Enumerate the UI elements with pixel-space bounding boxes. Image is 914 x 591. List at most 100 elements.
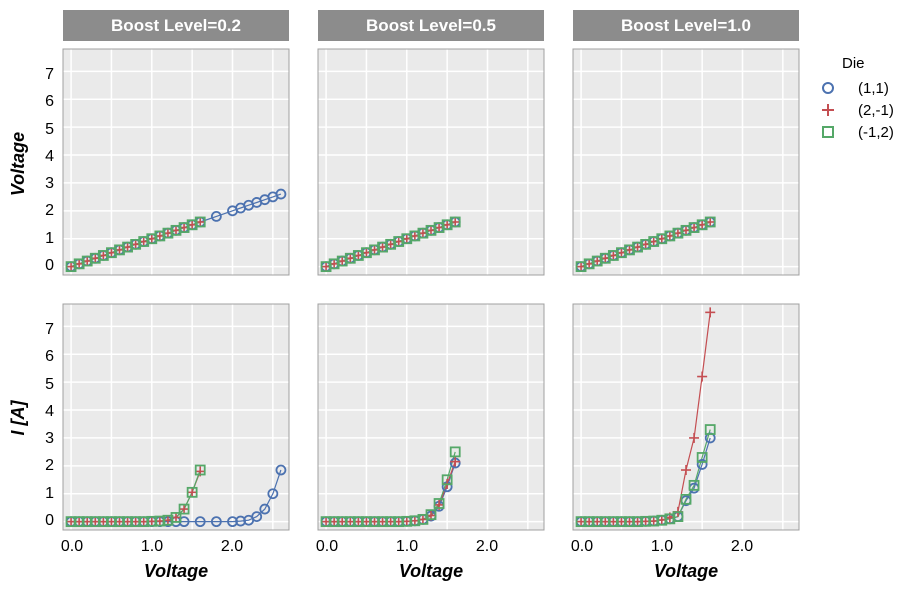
data-point-square	[401, 515, 413, 527]
x-axis-label-3: Voltage	[654, 561, 718, 581]
data-point-square	[704, 216, 716, 228]
legend-label-1: (1,1)	[858, 80, 889, 97]
data-point-square	[97, 250, 109, 261]
data-point-square	[328, 516, 340, 528]
x-tick-c1-2: 2.0	[221, 538, 243, 555]
data-point-square	[361, 247, 372, 259]
data-point-square	[336, 255, 348, 267]
panel-frame	[572, 303, 800, 531]
data-point-circle	[210, 516, 222, 528]
y-tick-bottom-1: 1	[45, 485, 54, 502]
data-point-square	[328, 258, 340, 270]
data-point-square	[656, 514, 668, 526]
panel-frame	[62, 48, 290, 276]
y-tick-bottom-4: 4	[45, 403, 54, 420]
data-point-square	[441, 219, 453, 231]
data-point-square	[441, 474, 453, 486]
data-point-circle	[210, 211, 222, 222]
data-point-square	[449, 216, 461, 228]
y-tick-bottom-5: 5	[45, 376, 54, 393]
panel-frame	[572, 48, 800, 276]
data-point-square	[664, 513, 676, 525]
x-tick-c2-0: 0.0	[316, 538, 338, 555]
data-point-square	[194, 216, 206, 228]
data-point-square	[607, 250, 619, 261]
strip-bg-1	[63, 10, 289, 41]
y-axis-label-bottom: I [A]	[8, 400, 28, 436]
data-point-circle	[696, 459, 708, 470]
data-point-square	[425, 509, 437, 521]
data-point-plus	[179, 504, 190, 515]
y-axis-label-top: Voltage	[8, 132, 28, 196]
data-point-plus	[450, 456, 461, 467]
data-point-square	[632, 241, 643, 253]
data-point-square	[425, 224, 437, 236]
data-point-square	[591, 516, 603, 528]
panel-r0-c2	[572, 48, 800, 276]
data-point-square	[648, 515, 660, 527]
data-point-square	[656, 233, 668, 245]
data-point-square	[672, 227, 684, 239]
data-point-square	[672, 511, 684, 523]
data-point-square	[162, 514, 174, 526]
data-point-square	[401, 233, 413, 245]
data-point-square	[361, 516, 372, 528]
y-ticks-top: 0 1 2 3 4 5 6 7	[45, 66, 54, 274]
data-point-square	[89, 516, 101, 528]
legend-plus-marker	[822, 104, 834, 116]
strip-bg-2	[318, 10, 544, 41]
data-point-square	[73, 258, 85, 270]
data-point-square	[170, 224, 182, 236]
data-point-square	[130, 516, 142, 528]
data-point-plus	[705, 307, 716, 318]
strip-bg-3	[573, 10, 799, 41]
x-ticks: 0.0 1.0 2.0 0.0 1.0 2.0 0.0 1.0 2.0	[61, 538, 753, 555]
data-point-square	[640, 515, 652, 527]
data-point-square	[632, 516, 643, 528]
data-point-square	[583, 516, 595, 528]
data-point-square	[449, 446, 461, 458]
data-point-square	[648, 236, 660, 247]
data-point-square	[680, 493, 692, 505]
data-point-square	[81, 516, 93, 528]
x-tick-c3-1: 1.0	[651, 538, 673, 555]
data-point-square	[599, 516, 611, 528]
data-point-square	[607, 516, 619, 528]
panel-r0-c0	[62, 48, 290, 276]
panel-frame	[62, 303, 290, 531]
data-point-square	[352, 250, 364, 261]
y-tick-top-3: 3	[45, 175, 54, 192]
panel-frame	[317, 48, 545, 276]
y-tick-bottom-3: 3	[45, 430, 54, 447]
data-point-square	[138, 516, 150, 528]
data-point-square	[186, 219, 198, 231]
data-point-circle	[275, 464, 287, 476]
panel-r0-c1	[317, 48, 545, 276]
data-point-plus	[689, 432, 700, 443]
facet-title-1: Boost Level=0.2	[111, 16, 241, 35]
data-point-square	[154, 515, 166, 527]
data-point-square	[130, 238, 142, 250]
panel-background	[318, 304, 544, 530]
panels	[62, 48, 800, 531]
x-tick-c1-1: 1.0	[141, 538, 163, 555]
data-point-square	[320, 516, 332, 528]
y-tick-top-2: 2	[45, 202, 54, 219]
y-tick-top-6: 6	[45, 93, 54, 110]
y-ticks-bottom: 0 1 2 3 4 5 6 7	[45, 321, 54, 529]
data-point-square	[599, 252, 611, 264]
x-axis-label-1: Voltage	[144, 561, 208, 581]
data-point-square	[178, 222, 190, 233]
data-point-square	[81, 255, 93, 267]
data-point-square	[122, 516, 133, 528]
panel-frame	[317, 303, 545, 531]
data-point-square	[664, 230, 676, 242]
x-tick-c2-2: 2.0	[476, 538, 498, 555]
panel-background	[573, 304, 799, 530]
panel-background	[573, 49, 799, 275]
data-point-square	[409, 515, 421, 527]
data-point-square	[122, 241, 133, 253]
y-tick-top-0: 0	[45, 257, 54, 274]
y-tick-top-5: 5	[45, 121, 54, 138]
data-point-square	[575, 261, 587, 273]
